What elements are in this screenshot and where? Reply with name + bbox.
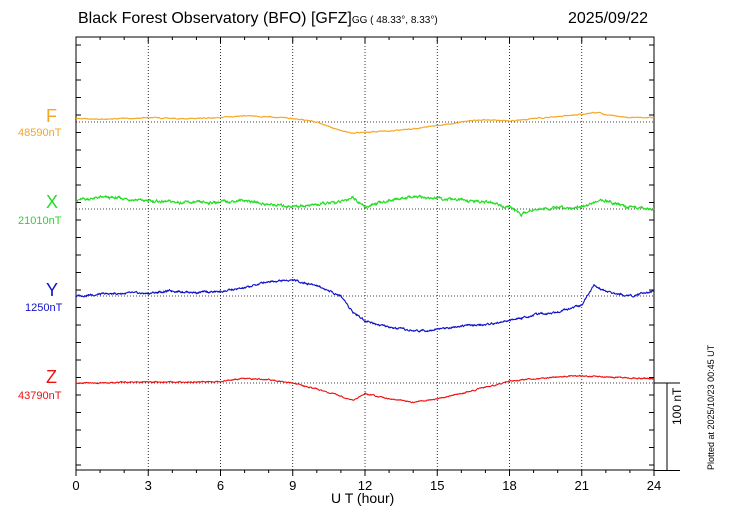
x-tick-label: 9 [289,478,296,493]
series-label-y: Y [46,280,59,300]
gfz-label: [GFZ] [310,10,352,27]
x-tick-label: 21 [575,478,589,493]
series-label-z: Z [46,367,57,387]
series-baseline-y: 1250nT [25,302,63,314]
scale-bar-label: 100 nT [670,387,684,425]
series-baseline-f: 48590nT [18,127,62,139]
x-tick-label: 12 [358,478,372,493]
x-tick-label: 0 [72,478,79,493]
x-tick-label: 15 [430,478,444,493]
x-tick-label: 3 [145,478,152,493]
series-label-x: X [46,192,59,212]
x-tick-label: 18 [502,478,516,493]
series-baseline-x: 21010nT [18,215,62,227]
plotted-timestamp: Plotted at 2025/10/23 00:45 UT [706,344,716,470]
x-tick-label: 6 [217,478,224,493]
series-label-f: F [46,106,57,126]
series-line-f [75,111,655,135]
chart-title: Black Forest Observatory (BFO) [GFZ]GG (… [78,10,438,28]
series-line-y [75,278,655,333]
series-line-z [75,374,655,404]
coordinates-label: GG ( 48.33°, 8.33°) [351,15,438,26]
x-axis-label: U T (hour) [331,490,395,506]
series-line-x [75,194,655,218]
observatory-name: Black Forest Observatory (BFO) [78,10,307,27]
chart-date: 2025/09/22 [568,10,649,27]
x-tick-label: 24 [647,478,661,493]
series-baseline-z: 43790nT [18,390,62,402]
